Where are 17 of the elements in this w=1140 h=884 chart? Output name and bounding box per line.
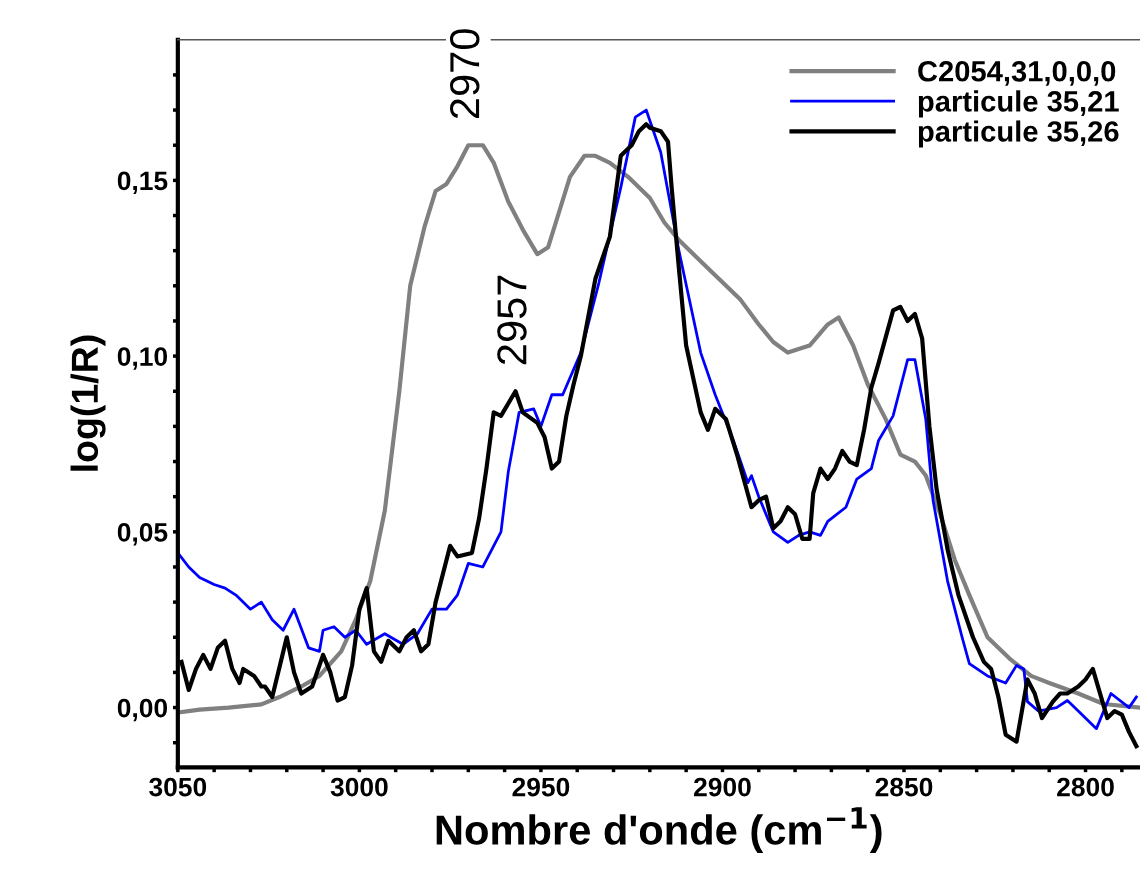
legend-label: particule 35,21 [918,90,1119,118]
x-tick-label: 2800 [1057,777,1114,797]
y-tick-label: 0,10 [117,347,168,370]
y-tick-label: 0,15 [117,171,168,195]
x-tick-label: 3050 [149,777,207,797]
annotation: 2957 [497,275,527,365]
x-axis-title: Nombre d'onde (cm$^{−1}$) [436,807,882,854]
annotation: 2970 [449,29,480,119]
y-tick-label: 0,00 [117,698,168,722]
y-tick-label: 0,05 [117,522,168,546]
y-axis-title: log(1/R) [70,335,106,471]
x-tick-label: 3000 [330,777,388,797]
x-tick-label: 2900 [694,777,751,797]
x-tick-label: 2950 [512,777,570,797]
x-tick-label: 2850 [875,777,933,797]
legend-label: particule 35,26 [918,120,1119,148]
legend-label: C2054,31,0,0,0 [918,60,1116,86]
